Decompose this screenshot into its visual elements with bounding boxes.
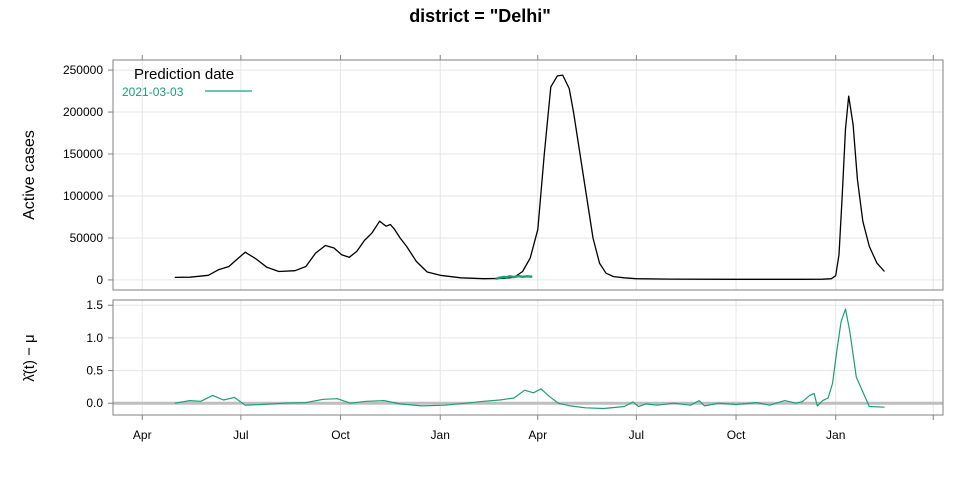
x-tick-label: Jan [431, 428, 450, 442]
x-tick-label: Jul [233, 428, 248, 442]
legend: Prediction date 2021-03-03 [122, 66, 252, 99]
prediction-line [495, 274, 533, 281]
x-tick-label: Oct [727, 428, 746, 442]
top-y-tick-label: 0 [96, 273, 103, 287]
x-tick-label: Jul [629, 428, 644, 442]
top-panel: 0 50000 100000 150000 200000 250000 Active ca… [21, 55, 944, 291]
top-y-axis: 0 50000 100000 150000 200000 250000 [63, 63, 113, 287]
active-cases-line [174, 74, 885, 280]
top-y-tick-label: 100000 [63, 189, 103, 203]
top-series-group [174, 74, 885, 281]
figure-title: district = "Delhi" [409, 6, 551, 26]
bottom-series-group [174, 308, 885, 410]
top-y-tick-label: 150000 [63, 147, 103, 161]
bottom-panel: 0.0 0.5 1.0 1.5 Apr Jul Oct Jan Apr Jul Oct Jan λ̂… [21, 298, 944, 442]
top-x-axis-ticks [141, 55, 934, 60]
legend-title: Prediction date [134, 66, 234, 83]
bottom-y-tick-label: 1.0 [86, 331, 103, 345]
top-y-tick-label: 250000 [63, 63, 103, 77]
bottom-gridlines [113, 300, 943, 415]
top-y-axis-label: Active cases [21, 130, 38, 220]
bottom-x-axis: Apr Jul Oct Jan Apr Jul Oct Jan [133, 415, 934, 442]
x-tick-label: Oct [331, 428, 350, 442]
x-tick-label: Apr [133, 428, 152, 442]
bottom-y-tick-label: 0.0 [86, 396, 103, 410]
x-tick-label: Jan [826, 428, 845, 442]
bottom-y-axis: 0.0 0.5 1.0 1.5 [86, 298, 113, 410]
top-panel-frame [112, 59, 944, 291]
bottom-y-tick-label: 0.5 [86, 364, 103, 378]
legend-entry-label: 2021-03-03 [122, 85, 184, 99]
lambda-minus-mu-line [174, 308, 885, 410]
top-y-tick-label: 50000 [70, 231, 104, 245]
top-y-tick-label: 200000 [63, 105, 103, 119]
top-gridlines [113, 60, 943, 290]
bottom-y-axis-label: λ̂(t) − μ [21, 334, 38, 381]
bottom-y-tick-label: 1.5 [86, 298, 103, 312]
x-tick-label: Apr [528, 428, 547, 442]
bottom-panel-frame [112, 299, 944, 416]
